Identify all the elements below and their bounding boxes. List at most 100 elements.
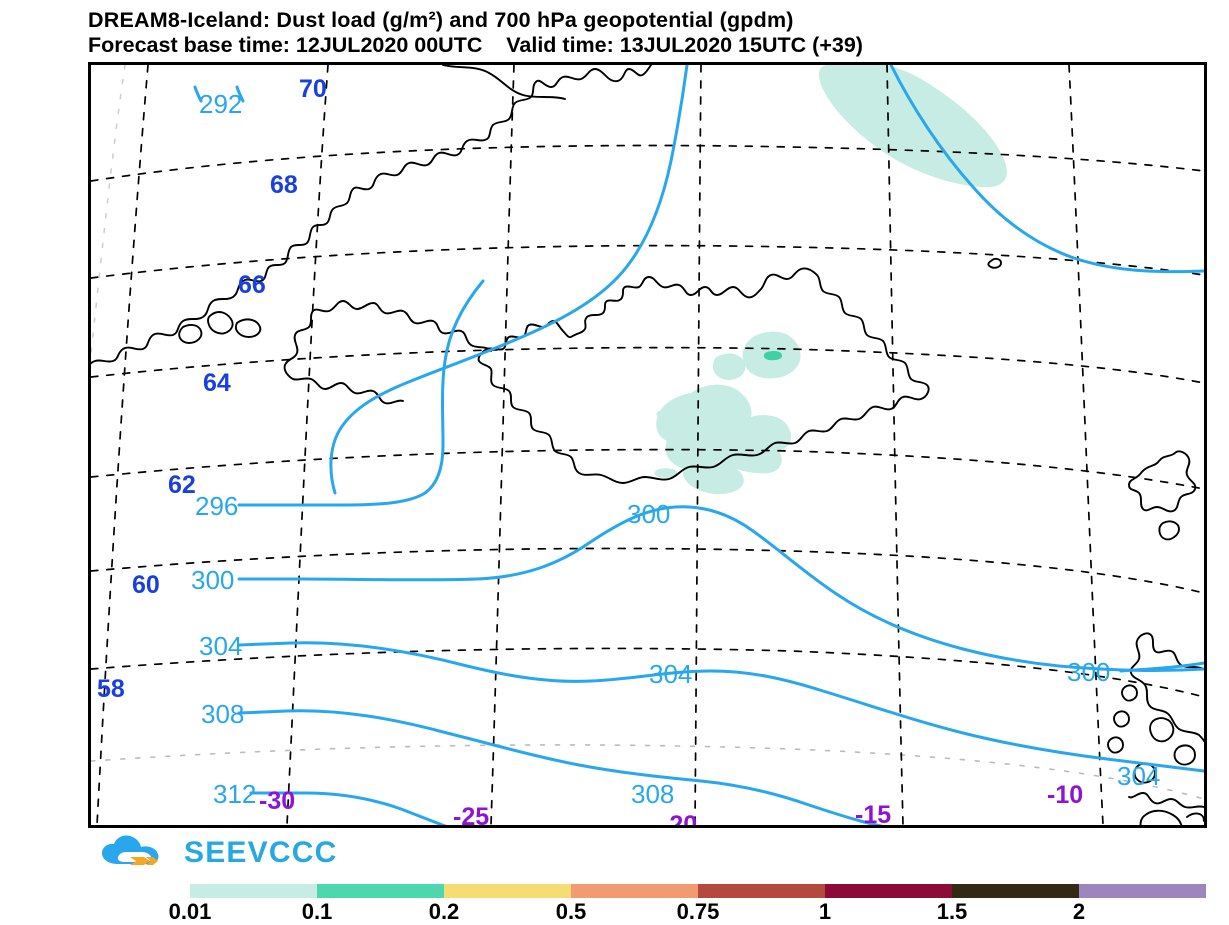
contour-312 — [249, 791, 447, 825]
colorbar-tick-2: 2 — [1072, 899, 1086, 924]
lat-line-62 — [91, 547, 1204, 594]
coastline-ireland-north — [1139, 809, 1183, 825]
lon-line-minus-37 — [91, 65, 126, 361]
longitude-label-minus20: -20 — [661, 811, 697, 825]
dust-load-shading — [654, 65, 1007, 495]
lon-line-minus-35 — [96, 65, 149, 825]
longitude-graticule — [96, 65, 1104, 825]
geopotential-contours — [193, 65, 1204, 825]
map-graphics: 292 296 300 300 300 304 304 304 308 308 … — [91, 65, 1204, 825]
colorbar-swatches — [190, 884, 1206, 898]
lat-line-68 — [91, 244, 1204, 279]
contour-label-312-left: 312 — [213, 779, 256, 809]
contour-labels: 292 296 300 300 300 304 304 304 308 308 … — [191, 89, 1160, 809]
contour-300 — [237, 505, 1204, 672]
coastlines — [91, 65, 1204, 825]
coastline-iceland-westfjords — [283, 300, 492, 405]
latitude-label-66: 66 — [238, 271, 266, 299]
title-line-2: Forecast base time: 12JUL2020 00UTC Vali… — [88, 33, 863, 57]
latitude-label-60: 60 — [132, 571, 160, 599]
latitude-label-68: 68 — [270, 171, 298, 199]
seevccc-logo-text: SEEVCCC — [184, 836, 338, 869]
lon-line-minus-10 — [1068, 65, 1104, 825]
dust-plume-speck-west — [656, 409, 673, 419]
latitude-label-70: 70 — [299, 75, 327, 103]
latitude-label-62: 62 — [168, 471, 196, 499]
latitude-label-58: 58 — [97, 675, 125, 703]
dust-plume-central-patch-a — [712, 353, 746, 380]
lat-line-70 — [91, 144, 1204, 182]
cloud-logo-icon — [102, 835, 159, 865]
contour-292-fragment-left — [193, 85, 203, 103]
contour-308 — [237, 709, 884, 825]
contour-292-northeast — [889, 65, 1204, 274]
contour-label-300-left: 300 — [191, 565, 234, 595]
coastline-greenland-east — [91, 65, 652, 365]
colorbar-segment-0.75 — [698, 884, 825, 898]
contour-label-304-left: 304 — [199, 631, 242, 661]
contour-label-308-left: 308 — [201, 699, 244, 729]
latitude-graticule-faint — [91, 744, 1204, 800]
contour-label-300-center: 300 — [627, 499, 670, 529]
longitude-label-minus25: -25 — [453, 803, 489, 825]
longitude-label-minus30: -30 — [259, 787, 295, 815]
lat-line-60 — [91, 647, 1204, 698]
colorbar-tick-0.2: 0.2 — [428, 899, 460, 924]
colorbar-tick-0.75: 0.75 — [676, 899, 720, 924]
contour-296 — [237, 279, 485, 507]
lat-line-66 — [91, 346, 1204, 384]
seevccc-logo: SEEVCCC — [100, 832, 337, 874]
colorbar-segment-0.2 — [444, 884, 571, 898]
colorbar-segment-0.5 — [571, 884, 698, 898]
coastline-scotland-mainland — [1129, 632, 1204, 742]
colorbar-tick-0.5: 0.5 — [555, 899, 587, 924]
colorbar-tick-1.5: 1.5 — [936, 899, 968, 924]
colorbar-segment-1.5 — [952, 884, 1079, 898]
dust-load-colorbar: 0.01 0.1 0.2 0.5 0.75 1 1.5 2 — [169, 884, 1206, 925]
latitude-graticule — [91, 144, 1204, 698]
coastline-scotland-outer-hebrides — [1107, 684, 1138, 754]
coastline-scotland-south-extra — [1186, 812, 1204, 822]
coastline-iceland — [477, 267, 930, 484]
contour-label-304-center: 304 — [649, 659, 692, 689]
contour-label-292: 292 — [199, 89, 242, 119]
colorbar-segment-0.1 — [317, 884, 444, 898]
contour-292-fragment-right — [235, 85, 245, 103]
coastline-greenland-north-tip — [442, 65, 566, 100]
contour-label-304-right: 304 — [1117, 761, 1160, 791]
title-line-1: DREAM8-Iceland: Dust load (g/m²) and 700… — [88, 8, 794, 32]
colorbar-segment-0.01 — [190, 884, 317, 898]
latitude-label-64: 64 — [203, 369, 231, 397]
lat-line-64 — [91, 448, 1204, 490]
contour-label-296-left: 296 — [195, 491, 238, 521]
dust-plume-core-0-1 — [763, 351, 783, 361]
dust-plume-south-iceland — [656, 384, 792, 474]
coastline-jan-mayen — [987, 257, 1002, 269]
contour-label-300-right: 300 — [1067, 657, 1110, 687]
colorbar-tick-0.1: 0.1 — [301, 899, 333, 924]
contour-304 — [237, 641, 1204, 773]
coastline-scotland-north-coast — [1128, 792, 1204, 809]
longitude-label-minus15: -15 — [855, 801, 891, 825]
longitude-label-minus10: -10 — [1047, 781, 1083, 809]
longitude-labels: -30 -25 -20 -15 -10 — [259, 781, 1083, 825]
colorbar-tick-labels: 0.01 0.1 0.2 0.5 0.75 1 1.5 2 — [169, 899, 1206, 925]
latitude-labels: 70 68 66 64 62 60 58 — [97, 75, 327, 703]
colorbar-tick-1: 1 — [818, 899, 832, 924]
longitude-graticule-faint — [91, 65, 126, 361]
contour-300-right-tail — [1119, 661, 1204, 673]
coastline-faroe-south-isle — [1158, 520, 1180, 541]
colorbar-tick-0.01: 0.01 — [168, 899, 212, 924]
dust-plume-speck-southwest — [654, 468, 677, 478]
coastline-faroe-islands — [1128, 450, 1197, 513]
contour-292-main — [329, 65, 689, 495]
colorbar-segment-2 — [1079, 884, 1206, 898]
coastline-greenland-fjords — [178, 311, 262, 344]
colorbar-segment-1 — [825, 884, 952, 898]
lon-line-minus-25 — [490, 65, 515, 825]
dust-plume-northeast — [818, 65, 1007, 188]
chart-title-block: DREAM8-Iceland: Dust load (g/m²) and 700… — [88, 8, 1218, 58]
lat-line-58 — [91, 744, 1204, 800]
map-canvas[interactable]: 292 296 300 300 300 304 304 304 308 308 … — [88, 62, 1207, 828]
contour-label-308-center: 308 — [631, 779, 674, 809]
